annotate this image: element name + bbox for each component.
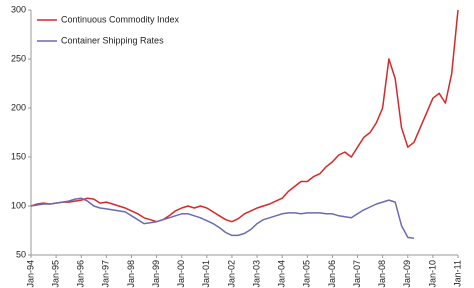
x-tick-label: Jan-11 [452, 260, 462, 287]
x-tick-label: Jan-97 [101, 260, 111, 288]
legend-label: Continuous Commodity Index [61, 14, 180, 24]
x-tick-label: Jan-08 [377, 260, 387, 288]
x-tick-label: Jan-01 [201, 260, 211, 288]
y-tick-label: 300 [11, 4, 26, 14]
x-tick-label: Jan-98 [126, 260, 136, 288]
x-tick-label: Jan-96 [76, 260, 86, 288]
y-tick-label: 200 [11, 102, 26, 112]
x-tick-label: Jan-03 [251, 260, 261, 288]
x-tick-label: Jan-05 [302, 260, 312, 288]
x-tick-label: Jan-04 [277, 260, 287, 288]
x-tick-label: Jan-99 [151, 260, 161, 288]
legend-label: Container Shipping Rates [61, 35, 164, 45]
x-tick-label: Jan-06 [327, 260, 337, 288]
y-tick-label: 150 [11, 151, 26, 161]
y-tick-label: 250 [11, 53, 26, 63]
x-tick-label: Jan-00 [176, 260, 186, 288]
y-tick-label: 100 [11, 200, 26, 210]
x-tick-label: Jan-09 [402, 260, 412, 288]
x-tick-label: Jan-02 [226, 260, 236, 288]
series-line [30, 9, 459, 223]
series-line [30, 197, 415, 240]
x-tick-label: Jan-07 [352, 260, 362, 288]
y-tick-label: 50 [16, 249, 26, 259]
x-tick-label: Jan-94 [25, 260, 35, 288]
x-tick-label: Jan-95 [50, 260, 60, 288]
x-tick-label: Jan-10 [427, 260, 437, 288]
